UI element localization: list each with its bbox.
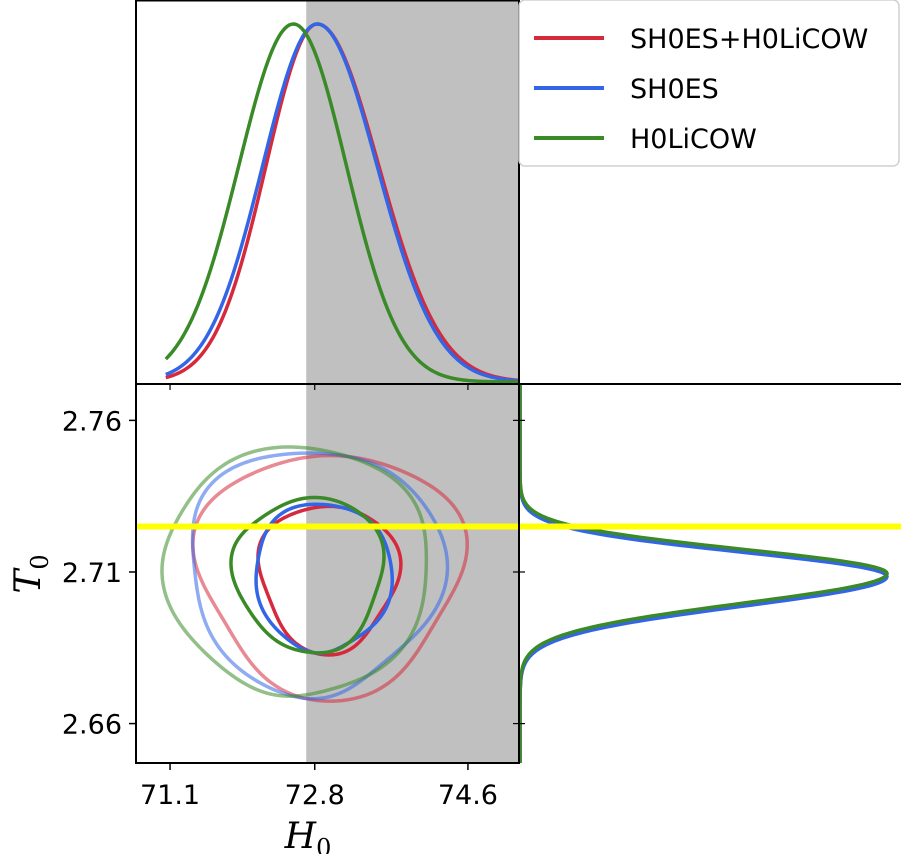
legend-box [518,0,900,167]
marginal-t0-sh0es-h0licow [519,384,889,763]
x-axis-label: H0 [284,816,332,854]
y-axis-label: T0 [8,554,54,593]
contour-95-sh0es-h0licow [191,453,469,703]
x-axis: 71.1 72.8 74.6 [140,384,498,811]
marginal-t0-sh0es [519,384,889,763]
x-tick-label: 72.8 [285,780,345,811]
marginal-h0-h0licow [164,22,519,384]
y-tick-label: 2.76 [62,406,122,437]
marginal-t0-h0licow [519,384,889,763]
legend-label: SH0ES+H0LiCOW [630,24,868,55]
x-tick-label: 71.1 [140,780,200,811]
y-tick-label: 2.71 [62,558,122,589]
y-axis: 2.66 2.71 2.76 [62,406,525,741]
contour-68-h0licow [229,495,386,655]
marginal-h0-sh0es [165,22,519,383]
x-tick-label: 74.6 [438,780,498,811]
shaded-band-main [306,384,519,763]
legend-label: H0LiCOW [630,124,757,155]
marginal-h0-panel [164,22,519,384]
shaded-band-top [306,0,519,384]
contour-95-h0licow [160,445,429,698]
marginal-t0-panel [519,384,889,763]
y-tick-label: 2.66 [62,710,122,741]
legend: SH0ES+H0LiCOW SH0ES H0LiCOW [518,0,900,167]
legend-label: SH0ES [630,74,719,105]
contour-panel [160,445,469,703]
